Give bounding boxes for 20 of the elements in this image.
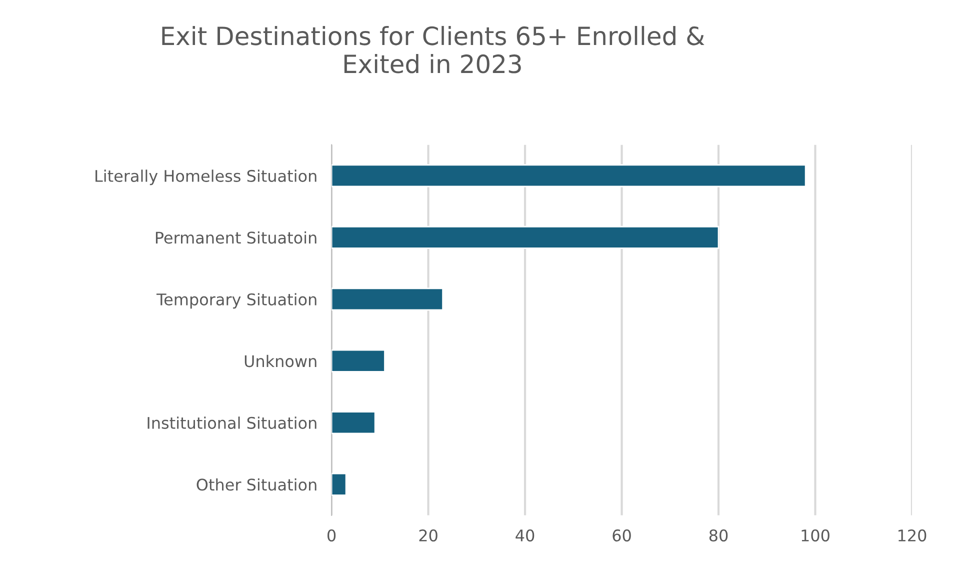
x-tick-label: 80 xyxy=(709,529,728,542)
y-tick-label: Unknown xyxy=(244,354,316,368)
bar xyxy=(332,226,720,249)
y-tick-label: Other Situation xyxy=(196,478,316,491)
x-tick-label: 40 xyxy=(516,529,534,542)
x-tick-label: 120 xyxy=(898,529,926,542)
y-tick-label: Institutional Situation xyxy=(148,416,316,429)
bar xyxy=(332,411,376,434)
x-tick-label: 60 xyxy=(612,529,631,542)
x-tick-label: 100 xyxy=(802,529,830,542)
bar xyxy=(332,164,806,188)
x-tick-label: 20 xyxy=(419,529,438,542)
bar xyxy=(332,472,347,496)
y-tick-label: Literally Homeless Situation xyxy=(96,170,316,186)
x-tick-label: 0 xyxy=(328,529,336,542)
y-tick-label: Temporary Situation xyxy=(156,293,316,309)
bar xyxy=(332,349,386,372)
y-tick-label: Permanent Situatoin xyxy=(156,231,316,244)
chart-title: Exit Destinations for Clients 65+ Enrolled & Exited in 2023 xyxy=(162,26,704,74)
bar xyxy=(332,288,444,311)
